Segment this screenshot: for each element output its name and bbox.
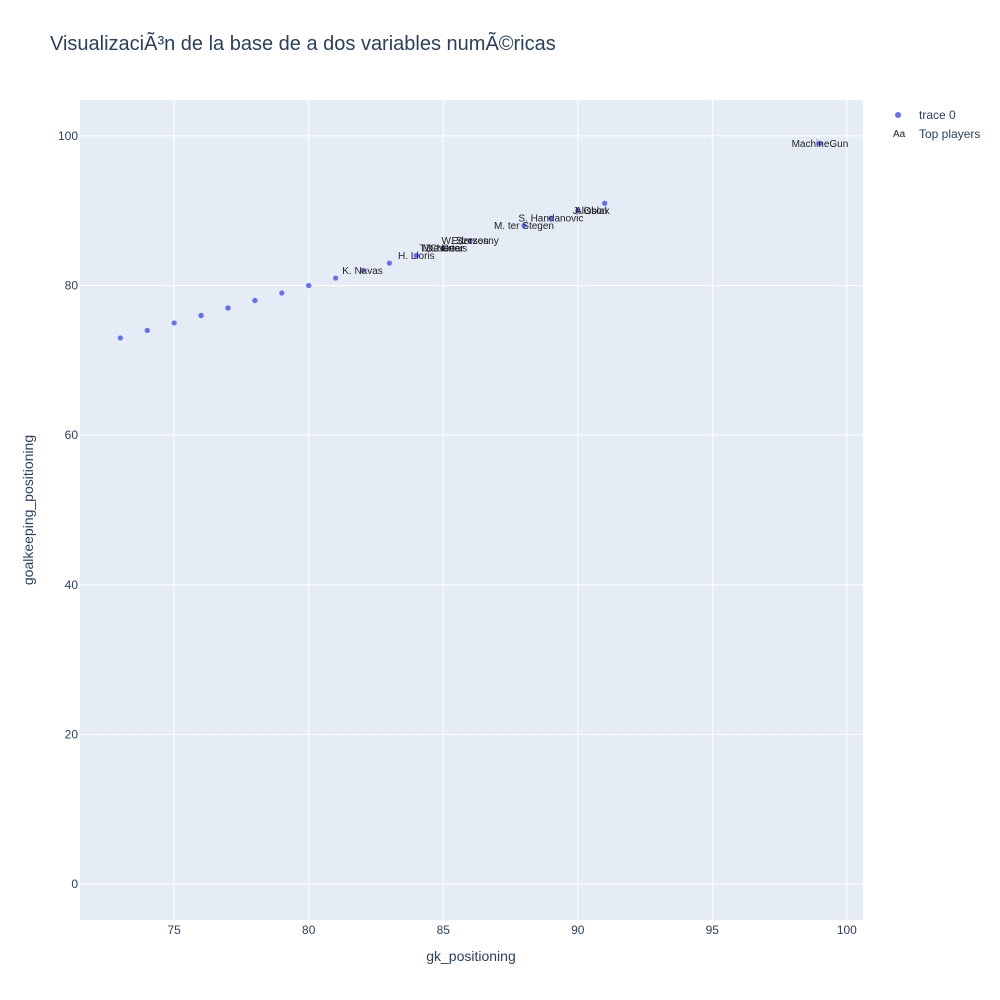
legend-item-top-players[interactable]: Aa Top players bbox=[893, 127, 980, 141]
legend-marker-icon bbox=[895, 112, 901, 118]
point-label: Alisson bbox=[575, 206, 607, 217]
data-point[interactable] bbox=[225, 305, 231, 311]
data-point[interactable] bbox=[171, 320, 177, 326]
x-tick-label: 90 bbox=[571, 923, 585, 937]
data-point[interactable] bbox=[602, 200, 608, 206]
data-point[interactable] bbox=[333, 275, 339, 281]
data-point[interactable] bbox=[548, 215, 554, 221]
point-label: M. ter Stegen bbox=[494, 221, 554, 232]
data-point[interactable] bbox=[521, 223, 527, 229]
data-point[interactable] bbox=[306, 282, 312, 289]
point-label: H. Lloris bbox=[398, 251, 435, 262]
y-tick-label: 0 bbox=[71, 877, 78, 891]
legend-text-symbol-icon: Aa bbox=[893, 129, 906, 140]
x-axis-ticks: 75 80 85 90 95 100 bbox=[167, 923, 857, 937]
data-point[interactable] bbox=[359, 267, 366, 274]
x-axis-title: gk_positioning bbox=[426, 948, 516, 964]
y-tick-label: 60 bbox=[65, 428, 79, 442]
x-tick-label: 80 bbox=[302, 923, 316, 937]
data-point[interactable] bbox=[279, 290, 285, 296]
legend-item-trace-0[interactable]: trace 0 bbox=[895, 108, 956, 122]
y-tick-label: 80 bbox=[65, 279, 79, 293]
plot-area[interactable] bbox=[80, 100, 863, 920]
y-axis-title: goalkeeping_positioning bbox=[20, 435, 36, 585]
x-tick-label: 85 bbox=[437, 923, 451, 937]
point-label: K. Navas bbox=[342, 266, 383, 277]
grid-lines bbox=[80, 100, 863, 920]
legend-label-trace-0: trace 0 bbox=[919, 108, 956, 122]
y-tick-label: 100 bbox=[58, 129, 78, 143]
point-label: J. Oblak bbox=[573, 206, 611, 217]
legend[interactable]: trace 0 Aa Top players bbox=[893, 108, 980, 141]
data-point[interactable] bbox=[386, 260, 393, 266]
legend-label-top-players: Top players bbox=[919, 127, 980, 141]
point-label: MachineGun bbox=[792, 139, 849, 150]
y-axis-ticks: 0 20 40 60 80 100 bbox=[58, 129, 78, 891]
point-label: De Gea bbox=[426, 244, 461, 255]
data-point[interactable] bbox=[198, 312, 204, 319]
y-tick-label: 20 bbox=[65, 727, 79, 741]
data-point[interactable] bbox=[413, 253, 419, 259]
point-label: M. Neuer bbox=[423, 244, 465, 255]
point-label: T. Courtois bbox=[419, 244, 467, 255]
point-label: W. Szczesny bbox=[442, 236, 499, 247]
point-label: S. Handanovic bbox=[518, 214, 583, 225]
data-point[interactable] bbox=[440, 245, 446, 251]
data-point[interactable] bbox=[817, 140, 823, 146]
y-tick-label: 40 bbox=[65, 578, 79, 592]
data-point[interactable] bbox=[467, 238, 473, 244]
point-label: Ederson bbox=[452, 236, 489, 247]
data-point[interactable] bbox=[252, 297, 258, 304]
chart-title: VisualizaciÃ³n de la base de a dos varia… bbox=[50, 31, 556, 55]
data-point[interactable] bbox=[144, 327, 150, 334]
data-point[interactable] bbox=[575, 208, 581, 214]
data-points bbox=[117, 140, 823, 341]
x-tick-label: 100 bbox=[837, 923, 857, 937]
x-tick-label: 95 bbox=[706, 923, 720, 937]
x-tick-label: 75 bbox=[167, 923, 181, 937]
data-point[interactable] bbox=[117, 335, 123, 341]
